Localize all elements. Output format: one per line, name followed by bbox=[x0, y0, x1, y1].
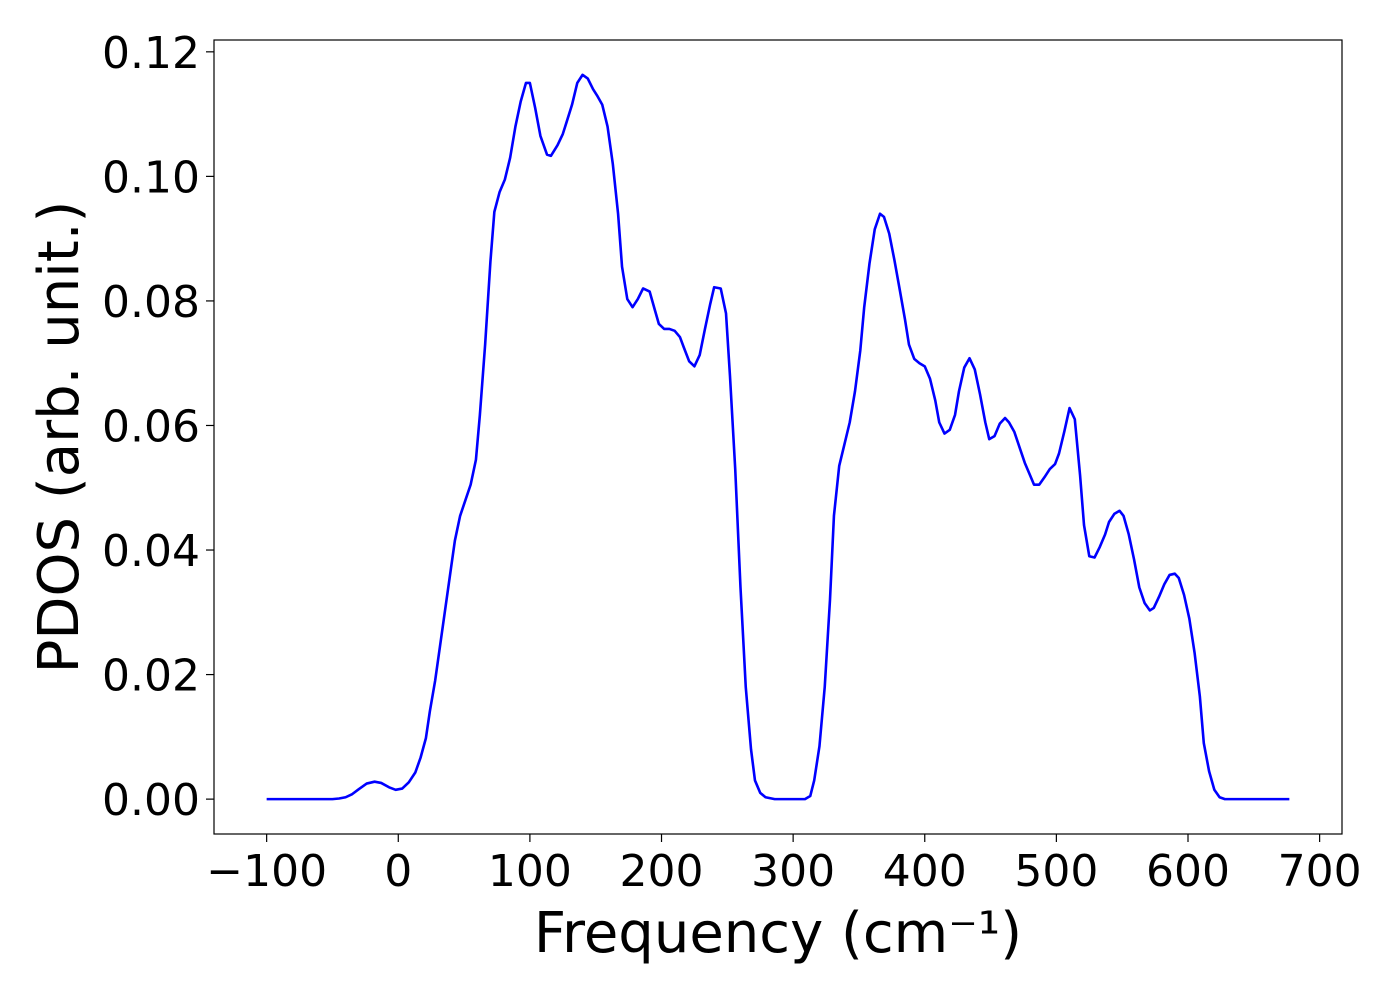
y-tick-label: 0.12 bbox=[102, 28, 200, 79]
x-tick-label: 100 bbox=[488, 846, 572, 897]
y-tick-label: 0.04 bbox=[102, 526, 200, 577]
y-tick-label: 0.06 bbox=[102, 401, 200, 452]
y-tick-label: 0.00 bbox=[102, 775, 200, 826]
x-tick-label: 600 bbox=[1146, 846, 1230, 897]
x-tick-label: 400 bbox=[883, 846, 967, 897]
y-tick-label: 0.08 bbox=[102, 277, 200, 328]
y-tick-label: 0.10 bbox=[102, 152, 200, 203]
y-axis-label: PDOS (arb. unit.) bbox=[27, 201, 92, 674]
x-tick-label: 300 bbox=[751, 846, 835, 897]
plot-frame bbox=[213, 39, 1343, 835]
y-tick-label: 0.02 bbox=[102, 651, 200, 702]
x-tick-label: 200 bbox=[620, 846, 704, 897]
x-tick-label: −100 bbox=[206, 846, 327, 897]
x-axis-label: Frequency (cm⁻¹) bbox=[534, 901, 1022, 966]
x-tick-label: 500 bbox=[1014, 846, 1098, 897]
x-tick-label: 700 bbox=[1278, 846, 1362, 897]
data-line bbox=[266, 73, 1290, 801]
x-tick-label: 0 bbox=[384, 846, 412, 897]
